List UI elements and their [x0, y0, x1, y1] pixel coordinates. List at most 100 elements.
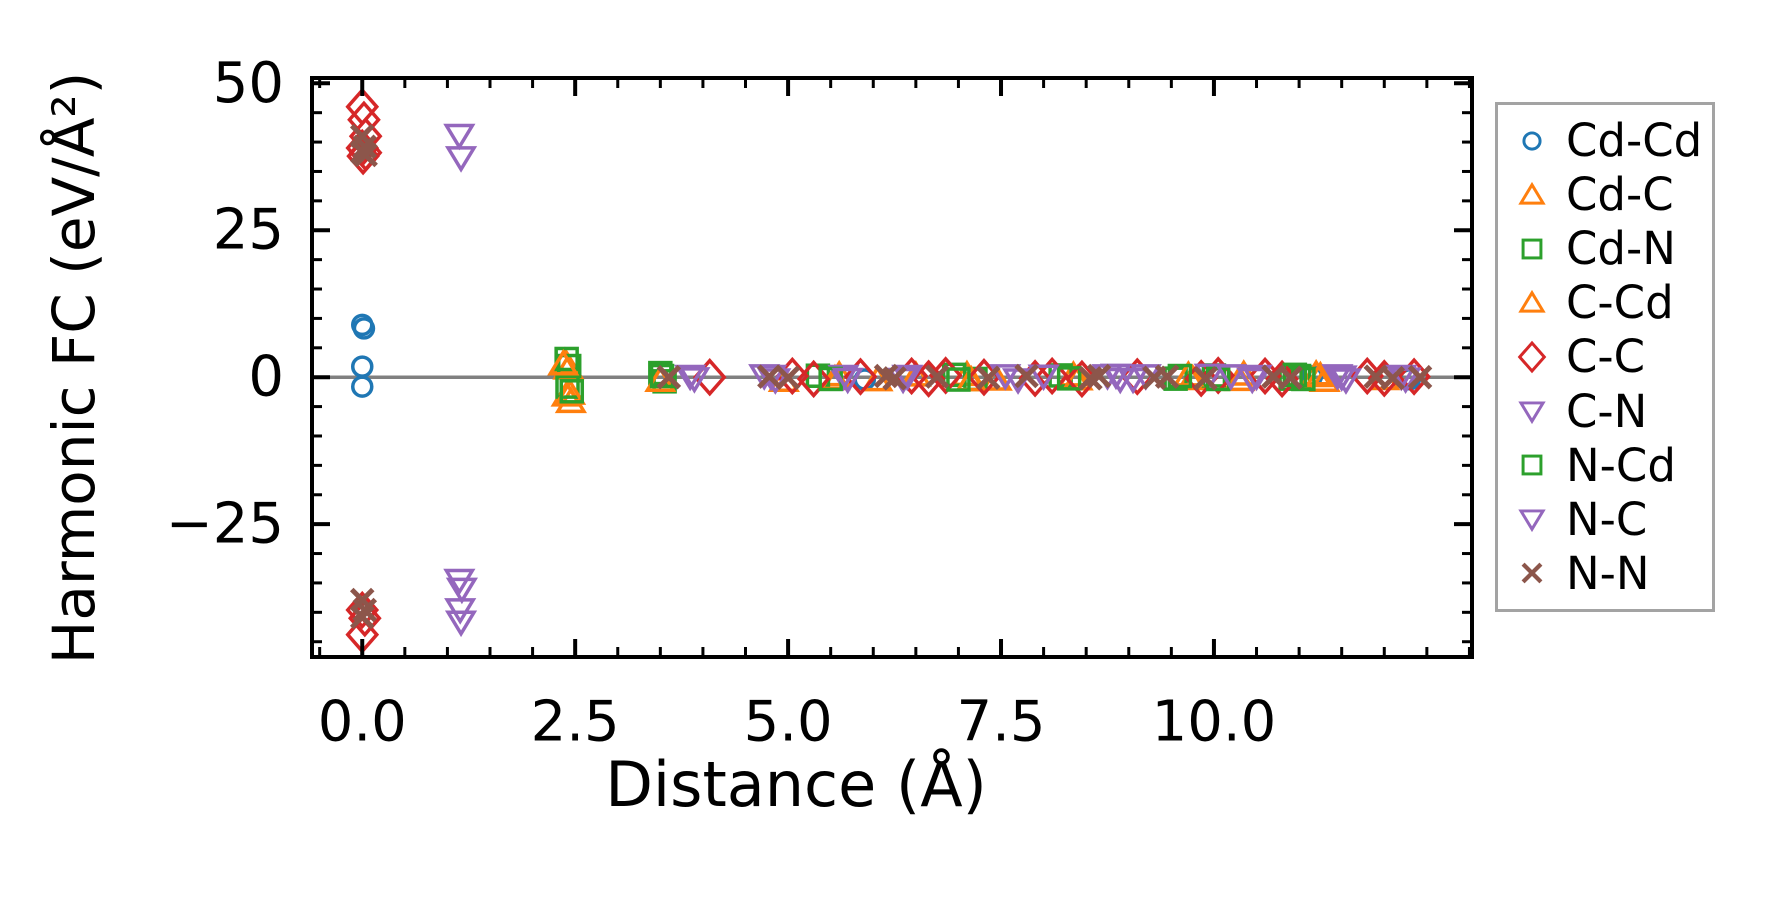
data-point-triangle-down — [443, 123, 476, 151]
data-point-triangle-down — [989, 364, 1022, 391]
data-point-square — [1056, 366, 1082, 391]
data-point-x — [656, 364, 682, 390]
y-axis-label: Harmonic FC (eV/Å²) — [40, 71, 108, 665]
legend-marker-circle-icon — [1522, 131, 1542, 151]
data-point-triangle-down — [891, 364, 924, 392]
data-point-triangle-down — [754, 364, 788, 392]
x-tick-label: 7.5 — [956, 690, 1045, 755]
data-point-triangle-down — [674, 364, 707, 392]
data-point-triangle-down — [1518, 401, 1546, 425]
legend-marker-diamond-icon — [1517, 340, 1547, 374]
data-point-x — [975, 365, 1001, 391]
legend-marker-triangle-up-icon — [1518, 181, 1546, 205]
y-tick-label: 50 — [213, 51, 284, 116]
data-point-square — [946, 367, 971, 392]
x-tick-label: 5.0 — [744, 690, 833, 755]
y-tick-label: −25 — [166, 492, 284, 557]
data-point-triangle-down — [444, 610, 478, 638]
data-point-triangle-down — [445, 577, 479, 605]
data-point-x — [882, 366, 907, 391]
data-point-diamond — [1517, 340, 1547, 374]
data-point-x — [1380, 365, 1406, 391]
data-point-x — [757, 364, 782, 389]
legend-label: N-Cd — [1566, 438, 1676, 492]
legend-item-n-cd: N-Cd — [1512, 443, 1712, 488]
legend-marker-square-icon — [1521, 238, 1543, 260]
legend-label: Cd-Cd — [1566, 114, 1703, 168]
legend-item-c-c: C-C — [1512, 334, 1712, 379]
legend-marker-triangle-down-icon — [1518, 509, 1546, 533]
data-point-square — [1521, 454, 1543, 476]
data-point-triangle-down — [1389, 367, 1422, 395]
data-point-triangle-down — [678, 367, 711, 394]
data-point-x — [1086, 363, 1112, 389]
data-point-x — [1193, 366, 1218, 391]
legend-label: Cd-C — [1566, 168, 1674, 222]
data-point-x — [352, 597, 378, 623]
data-point-triangle-down — [1325, 365, 1358, 392]
data-point-square — [1278, 366, 1303, 391]
x-tick-label: 2.5 — [531, 690, 620, 755]
data-point-x — [1278, 365, 1303, 391]
data-point-square — [555, 374, 580, 399]
data-point-triangle-down — [1518, 509, 1546, 533]
data-point-triangle-up — [1518, 181, 1546, 205]
legend-label: N-C — [1566, 492, 1648, 546]
data-point-triangle-up — [955, 364, 988, 392]
legend-label: C-Cd — [1566, 276, 1674, 330]
legend-label: Cd-N — [1566, 222, 1676, 276]
data-point-triangle-down — [827, 364, 860, 392]
data-point-x — [1014, 363, 1039, 389]
data-point-triangle-down — [444, 146, 478, 173]
data-point-triangle-down — [443, 568, 476, 596]
legend-marker-square-icon — [1521, 454, 1543, 476]
data-point-diamond — [1035, 356, 1069, 396]
data-point-square — [1521, 238, 1543, 260]
x-tick-label: 0.0 — [318, 690, 407, 755]
x-tick-label: 10.0 — [1152, 690, 1277, 755]
x-axis-label: Distance (Å) — [605, 748, 987, 821]
data-point-x — [1154, 364, 1180, 389]
legend-item-cd-n: Cd-N — [1512, 226, 1712, 271]
data-point-x — [1521, 562, 1543, 584]
legend: Cd-Cd Cd-C Cd-N C-Cd C-C C-N N-Cd N-C N-N — [1495, 102, 1715, 612]
legend-item-n-c: N-C — [1512, 497, 1712, 542]
legend-item-c-n: C-N — [1512, 389, 1712, 434]
legend-marker-x-icon — [1521, 562, 1543, 584]
data-point-circle — [1522, 131, 1542, 151]
legend-item-n-n: N-N — [1512, 551, 1712, 596]
legend-item-cd-cd: Cd-Cd — [1512, 118, 1712, 163]
data-point-triangle-down — [1236, 367, 1269, 395]
data-point-diamond — [1065, 359, 1099, 399]
data-point-circle — [350, 375, 374, 398]
legend-marker-triangle-down-icon — [1518, 401, 1546, 425]
data-point-square — [554, 346, 579, 372]
legend-item-cd-c: Cd-C — [1512, 172, 1712, 217]
legend-item-c-cd: C-Cd — [1512, 280, 1712, 325]
data-point-circle — [352, 317, 376, 340]
data-point-triangle-up — [547, 348, 580, 376]
axes-frame — [310, 76, 1474, 659]
data-point-x — [775, 365, 801, 391]
y-tick-label: 25 — [213, 198, 284, 263]
y-tick-label: 0 — [248, 345, 284, 410]
data-point-x — [1407, 364, 1433, 390]
data-point-x — [349, 604, 375, 630]
data-point-triangle-down — [1240, 364, 1273, 392]
data-point-triangle-down — [1214, 364, 1248, 391]
data-point-triangle-down — [1329, 368, 1363, 395]
data-point-triangle-down — [1027, 364, 1060, 392]
legend-label: C-N — [1566, 384, 1648, 438]
data-point-x — [353, 142, 378, 168]
data-point-x — [924, 364, 950, 389]
legend-label: N-N — [1566, 546, 1650, 600]
data-point-circle — [350, 355, 374, 378]
data-point-diamond — [796, 359, 831, 399]
legend-label: C-C — [1566, 330, 1646, 384]
data-point-square — [559, 379, 585, 404]
data-point-triangle-down — [831, 367, 864, 395]
legend-marker-triangle-up-icon — [1518, 289, 1546, 313]
data-point-triangle-up — [1518, 289, 1546, 313]
